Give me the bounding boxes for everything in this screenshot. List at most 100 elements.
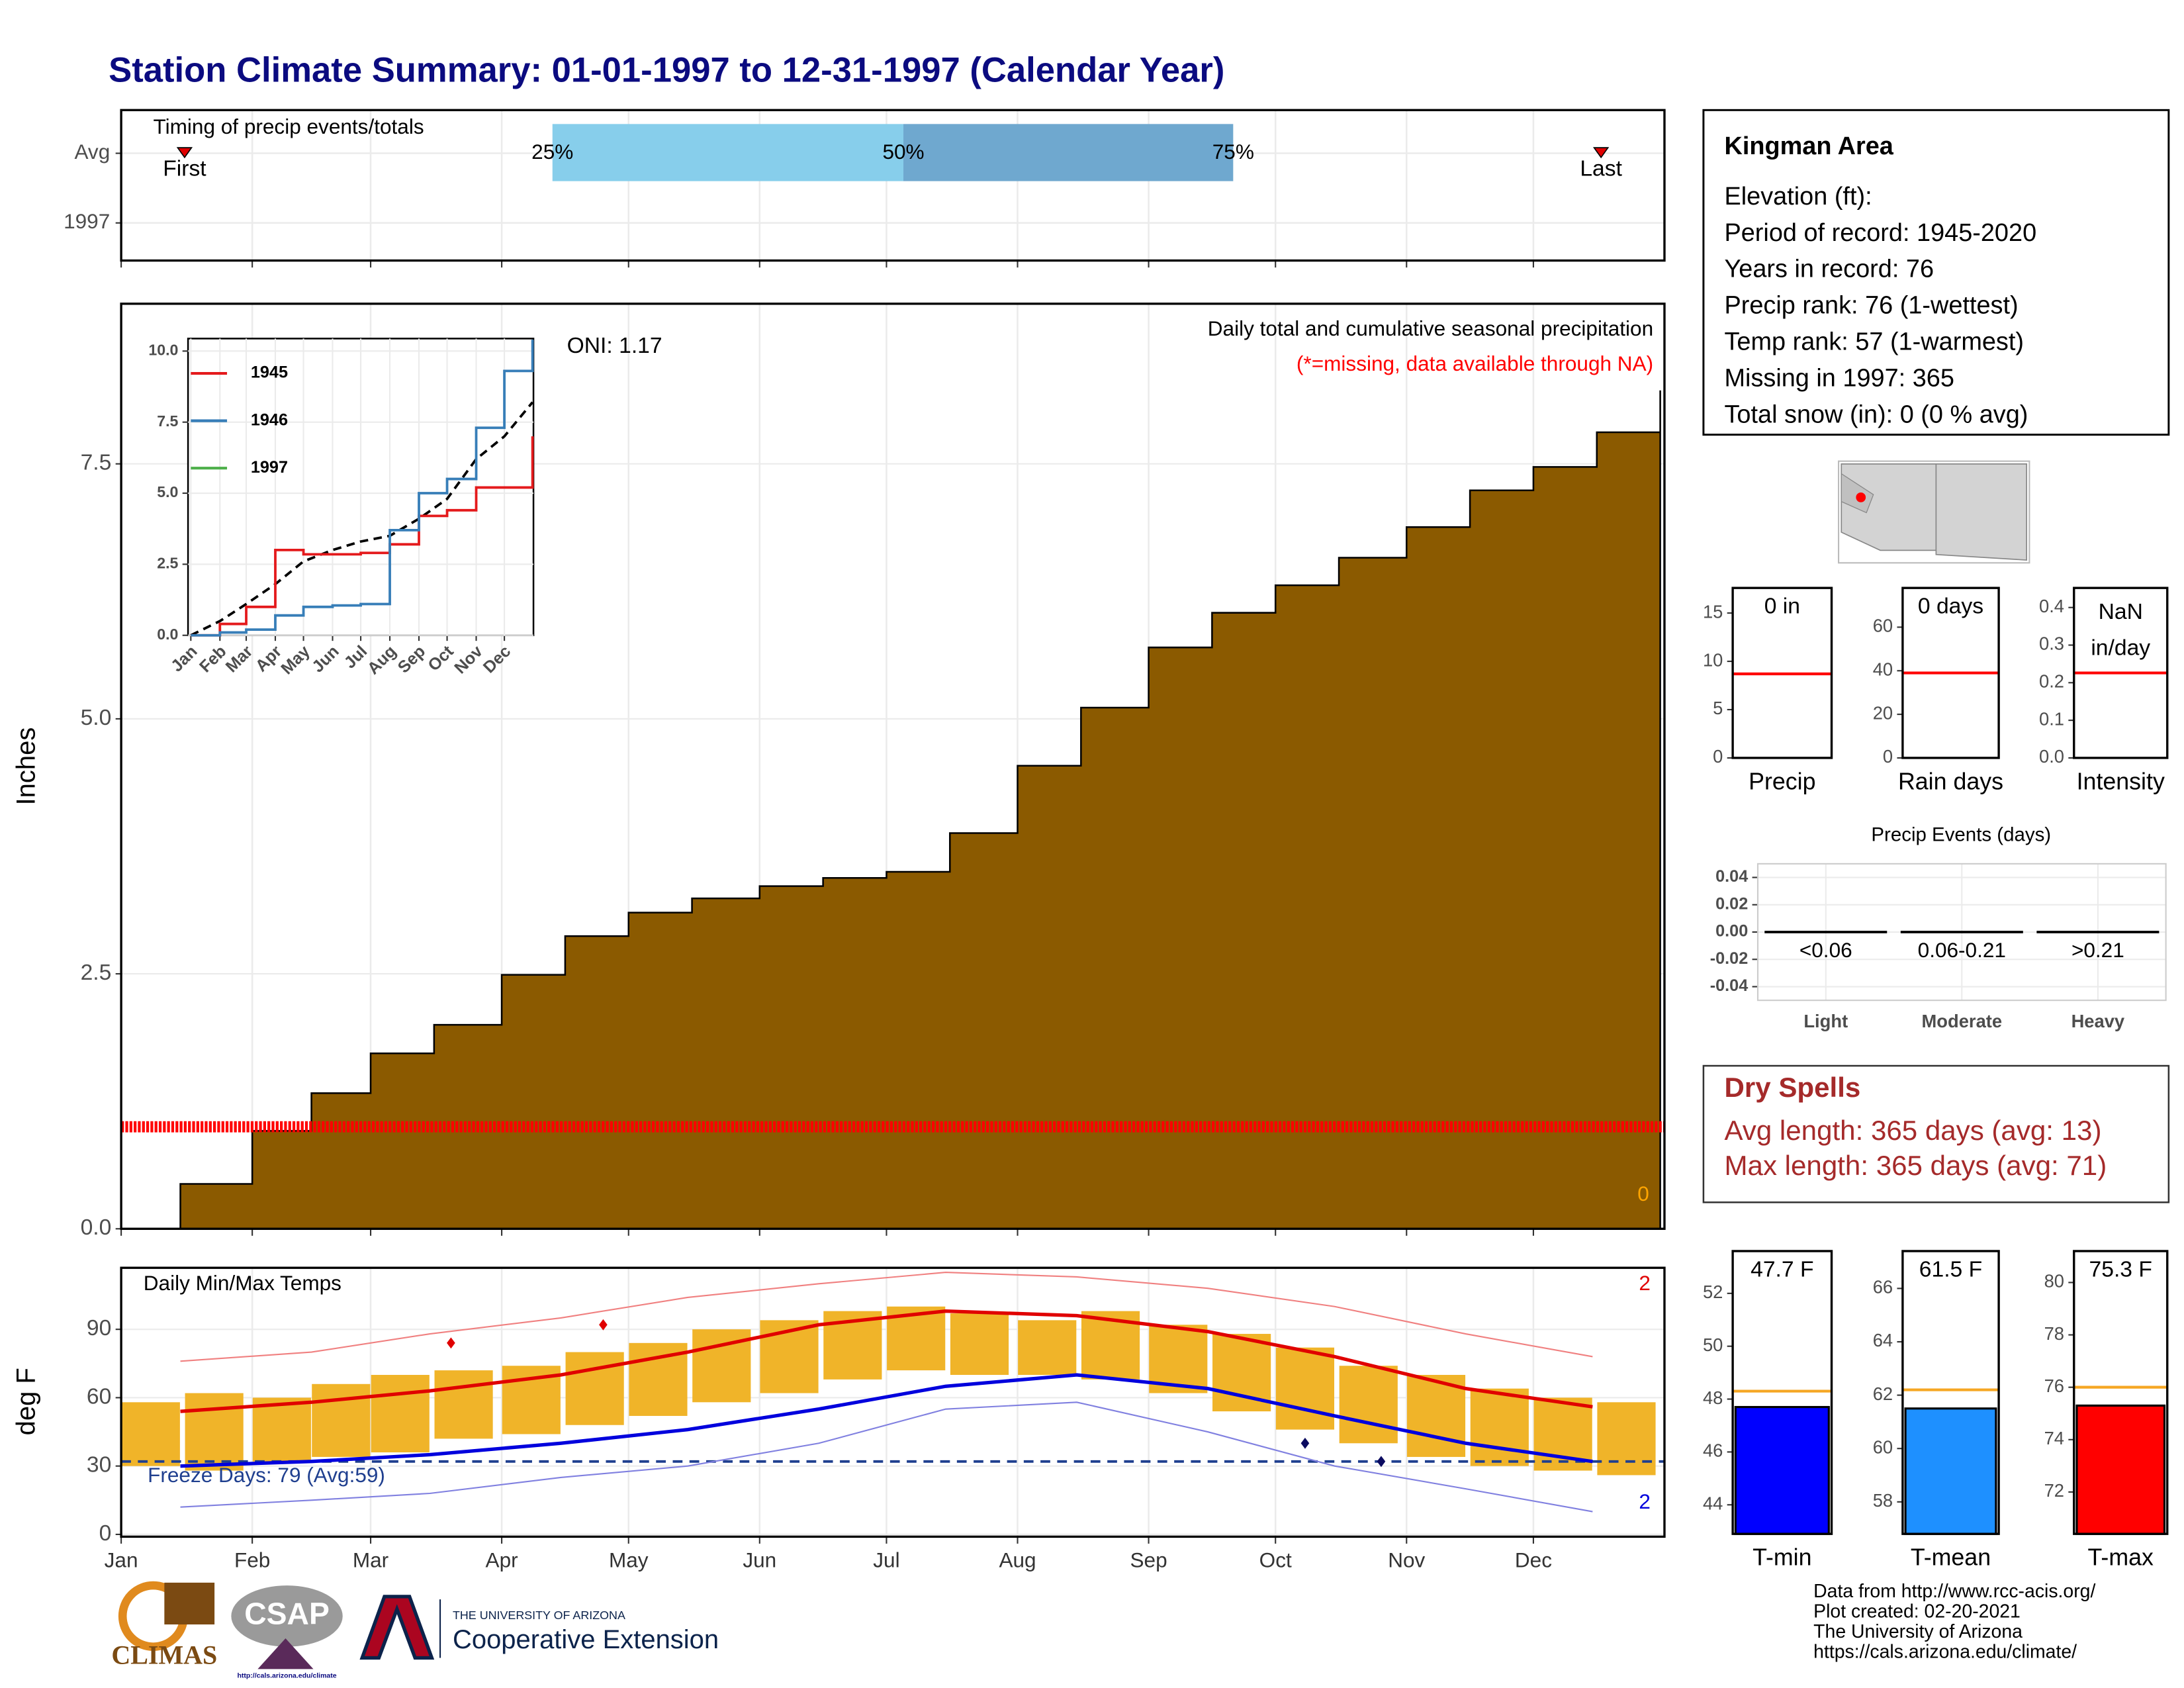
daily-temp-bar (1597, 1402, 1656, 1476)
csap-cloud (231, 1585, 343, 1647)
footer-line: Plot created: 02-20-2021 (1813, 1601, 2021, 1622)
x-tick-label: Jul (873, 1548, 899, 1572)
y-tick-label: 76 (2044, 1376, 2064, 1396)
ua-logo (359, 1595, 435, 1660)
y-axis-title: Inches (12, 727, 41, 806)
daily-temp-bar (1275, 1347, 1335, 1430)
y-tick-label: 64 (1873, 1330, 1893, 1350)
x-tick-label: Apr (486, 1548, 518, 1572)
timing-label: Last (1580, 157, 1622, 181)
dry-spells-title: Dry Spells (1724, 1072, 1860, 1103)
y-tick-label: 60 (1873, 616, 1893, 636)
x-tick-label: Sep (1130, 1548, 1167, 1572)
panel-frame (120, 109, 1666, 262)
y-tick-label: 0 (1883, 746, 1893, 767)
y-tick-label: -0.04 (1710, 976, 1749, 995)
daily-temp-bar (252, 1397, 311, 1462)
panel-title: Timing of precip events/totals (154, 115, 424, 138)
avg-max-line (180, 1309, 1593, 1413)
daily-temp-bar (565, 1352, 624, 1425)
y-tick-label: 7.5 (81, 451, 112, 475)
csap-mountain (257, 1638, 314, 1669)
range-label: 0.06-0.21 (1918, 938, 2006, 962)
y-tick-label: 60 (87, 1384, 111, 1409)
info-box (1702, 109, 2170, 436)
info-line: Elevation (ft): (1724, 183, 1872, 211)
y-tick-label: 5.0 (81, 706, 112, 730)
daily-temp-bar (1339, 1366, 1398, 1444)
panel-frame (2073, 586, 2169, 759)
y-tick-label: 0.00 (1715, 922, 1748, 941)
x-tick-label: Moderate (1922, 1011, 2003, 1031)
dry-spells-line: Avg length: 365 days (avg: 13) (1724, 1115, 2101, 1146)
x-tick-label: Nov (1388, 1548, 1425, 1572)
x-tick-label: Feb (234, 1548, 270, 1572)
map-station (1856, 492, 1866, 502)
info-line: Temp rank: 57 (1-warmest) (1724, 328, 2024, 356)
daily-temp-bar (371, 1375, 430, 1453)
page-title: Station Climate Summary: 01-01-1997 to 1… (109, 50, 1224, 89)
bar (1734, 1405, 1830, 1535)
panel-subtitle: Daily total and cumulative seasonal prec… (1208, 316, 1653, 340)
y-tick-label: 0 (1713, 746, 1723, 767)
freeze-label: Freeze Days: 79 (Avg:59) (148, 1463, 385, 1487)
y-tick-label: 0.3 (2039, 633, 2064, 654)
y-tick-label: 50 (1703, 1335, 1723, 1355)
quantile-label: 75% (1212, 140, 1254, 164)
y-tick-label: 74 (2044, 1428, 2064, 1448)
timing-marker (1592, 147, 1610, 159)
y-tick-label: 48 (1703, 1387, 1723, 1408)
y-tick-label: Avg (74, 140, 110, 164)
category-label: Rain days (1898, 768, 2003, 794)
record-low-line (180, 1401, 1593, 1513)
value-label: 0 days (1918, 594, 1983, 619)
series-line (191, 340, 534, 637)
value-label: in/day (2091, 636, 2150, 661)
x-tick-label: Mar (353, 1548, 388, 1572)
footer-line: https://cals.arizona.edu/climate/ (1813, 1642, 2077, 1663)
map (1838, 460, 2030, 564)
info-line: Years in record: 76 (1724, 256, 1934, 283)
y-tick-label: 0.0 (2039, 746, 2064, 767)
y-tick-label: 1997 (64, 209, 110, 233)
daily-temp-bar (185, 1393, 244, 1471)
y-tick-label: 58 (1873, 1490, 1893, 1511)
category-label: T-min (1752, 1544, 1811, 1571)
y-tick-label: 20 (1873, 702, 1893, 723)
quantile-bar (903, 124, 1234, 181)
quantile-label: 50% (882, 140, 924, 164)
y-tick-label: 5.0 (157, 483, 178, 500)
csap-url: http://cals.arizona.edu/climate (237, 1672, 336, 1680)
bar (2075, 1404, 2166, 1535)
legend-label: 1997 (251, 458, 288, 477)
y-tick-label: 40 (1873, 659, 1893, 679)
y-tick-label: 0.2 (2039, 671, 2064, 692)
y-tick-label: 7.5 (157, 412, 178, 430)
y-tick-label: 10 (1703, 649, 1723, 670)
y-tick-label: 5 (1713, 698, 1723, 718)
y-tick-label: 2.5 (81, 961, 112, 985)
y-tick-label: 30 (87, 1453, 111, 1477)
timing-marker (176, 147, 193, 159)
x-tick-label: Jan (105, 1548, 138, 1572)
cumulative-area (121, 390, 1661, 1230)
y-tick-label: 0.1 (2039, 708, 2064, 729)
y-tick-label: 2.5 (157, 554, 178, 571)
legend-label: 1945 (251, 363, 288, 382)
range-label: >0.21 (2071, 938, 2124, 962)
footer-line: Data from http://www.rcc-acis.org/ (1813, 1581, 2095, 1602)
x-tick-label: Jun (743, 1548, 776, 1572)
bar (1904, 1407, 1997, 1535)
record-point (1300, 1437, 1310, 1449)
y-tick-label: 0.0 (81, 1215, 112, 1240)
ua-large-text: Cooperative Extension (453, 1625, 719, 1654)
record-low-count: 2 (1639, 1489, 1651, 1513)
panel-frame (1756, 863, 2167, 1002)
y-tick-label: 15 (1703, 601, 1723, 622)
value-label: NaN (2099, 600, 2143, 624)
category-label: T-max (2088, 1544, 2154, 1571)
y-tick-label: 60 (1873, 1436, 1893, 1457)
panel-title: Precip Events (days) (1871, 824, 2051, 846)
legend-label: 1946 (251, 410, 288, 429)
